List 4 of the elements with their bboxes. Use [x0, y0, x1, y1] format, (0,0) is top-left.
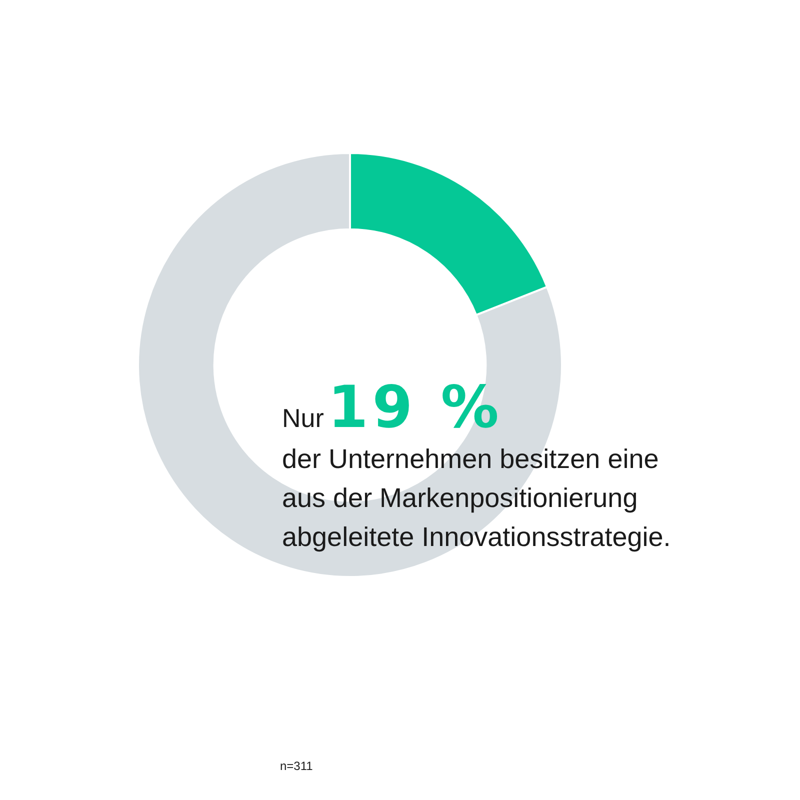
text: Nur [282, 403, 324, 433]
text: n=311 [280, 759, 313, 773]
text: 19 % [328, 373, 503, 441]
text: der Unternehmen besitzen eine aus der Markenpositionierung abgeleitete Innovationsstrategie. [282, 443, 672, 554]
